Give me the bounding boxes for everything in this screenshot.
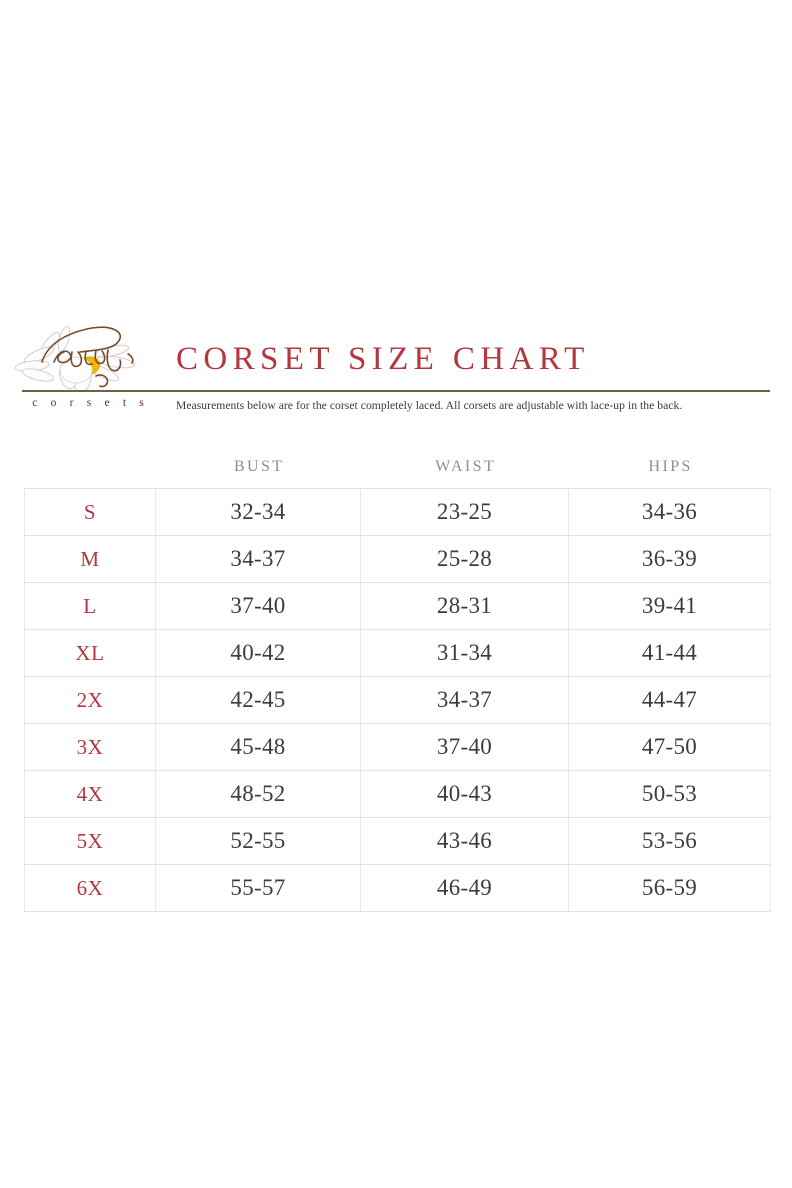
cell-size: 6X: [24, 864, 156, 912]
chart-header: c o r s e t s CORSET SIZE CHART Measurem…: [0, 310, 792, 430]
cell-hips: 34-36: [568, 488, 771, 536]
column-header-hips: HIPS: [648, 458, 693, 475]
cell-hips: 36-39: [568, 535, 771, 583]
cell-waist: 37-40: [360, 723, 569, 771]
cell-bust: 32-34: [155, 488, 361, 536]
cell-bust: 52-55: [155, 817, 361, 865]
table-row: 4X 48-52 40-43 50-53: [24, 770, 771, 818]
brand-wordmark: c o r s e t s: [32, 397, 149, 409]
cell-bust: 42-45: [155, 676, 361, 724]
cell-hips: 44-47: [568, 676, 771, 724]
cell-size: M: [24, 535, 156, 583]
table-row: XL 40-42 31-34 41-44: [24, 629, 771, 677]
table-row: 6X 55-57 46-49 56-59: [24, 864, 771, 912]
cell-size: L: [24, 582, 156, 630]
column-header-waist: WAIST: [435, 458, 497, 475]
header-divider: [22, 390, 770, 392]
cell-waist: 40-43: [360, 770, 569, 818]
cell-waist: 46-49: [360, 864, 569, 912]
table-row: 5X 52-55 43-46 53-56: [24, 817, 771, 865]
table-header: BUST WAIST HIPS: [25, 440, 771, 489]
cell-size: 5X: [24, 817, 156, 865]
cell-size: 4X: [24, 770, 156, 818]
cell-waist: 43-46: [360, 817, 569, 865]
cell-waist: 31-34: [360, 629, 569, 677]
size-chart-container: BUST WAIST HIPS S 32-34 23-25 34-36 M 34…: [24, 440, 771, 912]
table-row: M 34-37 25-28 36-39: [24, 535, 771, 583]
column-header-size: [25, 440, 156, 489]
cell-hips: 56-59: [568, 864, 771, 912]
cell-waist: 25-28: [360, 535, 569, 583]
cell-bust: 45-48: [155, 723, 361, 771]
brand-logo: c o r s e t s: [8, 318, 168, 420]
cell-waist: 23-25: [360, 488, 569, 536]
column-header-bust: BUST: [233, 458, 285, 475]
cell-hips: 39-41: [568, 582, 771, 630]
cell-bust: 40-42: [155, 629, 361, 677]
daisy-flower-icon: [8, 318, 168, 393]
cell-size: S: [24, 488, 156, 536]
cell-waist: 34-37: [360, 676, 569, 724]
cell-size: XL: [24, 629, 156, 677]
cell-bust: 48-52: [155, 770, 361, 818]
cell-bust: 37-40: [155, 582, 361, 630]
table-row: L 37-40 28-31 39-41: [24, 582, 771, 630]
table-row: S 32-34 23-25 34-36: [24, 488, 771, 536]
cell-bust: 55-57: [155, 864, 361, 912]
page-title: CORSET SIZE CHART: [176, 341, 590, 377]
cell-bust: 34-37: [155, 535, 361, 583]
table-header-row: BUST WAIST HIPS: [25, 440, 771, 489]
cell-hips: 41-44: [568, 629, 771, 677]
table-row: 3X 45-48 37-40 47-50: [24, 723, 771, 771]
cell-size: 3X: [24, 723, 156, 771]
table-row: 2X 42-45 34-37 44-47: [24, 676, 771, 724]
cell-size: 2X: [24, 676, 156, 724]
cell-hips: 47-50: [568, 723, 771, 771]
cell-hips: 53-56: [568, 817, 771, 865]
size-chart-table: BUST WAIST HIPS S 32-34 23-25 34-36 M 34…: [24, 440, 771, 912]
chart-subtitle: Measurements below are for the corset co…: [176, 399, 683, 412]
cell-waist: 28-31: [360, 582, 569, 630]
cell-hips: 50-53: [568, 770, 771, 818]
table-body: S 32-34 23-25 34-36 M 34-37 25-28 36-39 …: [24, 488, 771, 912]
